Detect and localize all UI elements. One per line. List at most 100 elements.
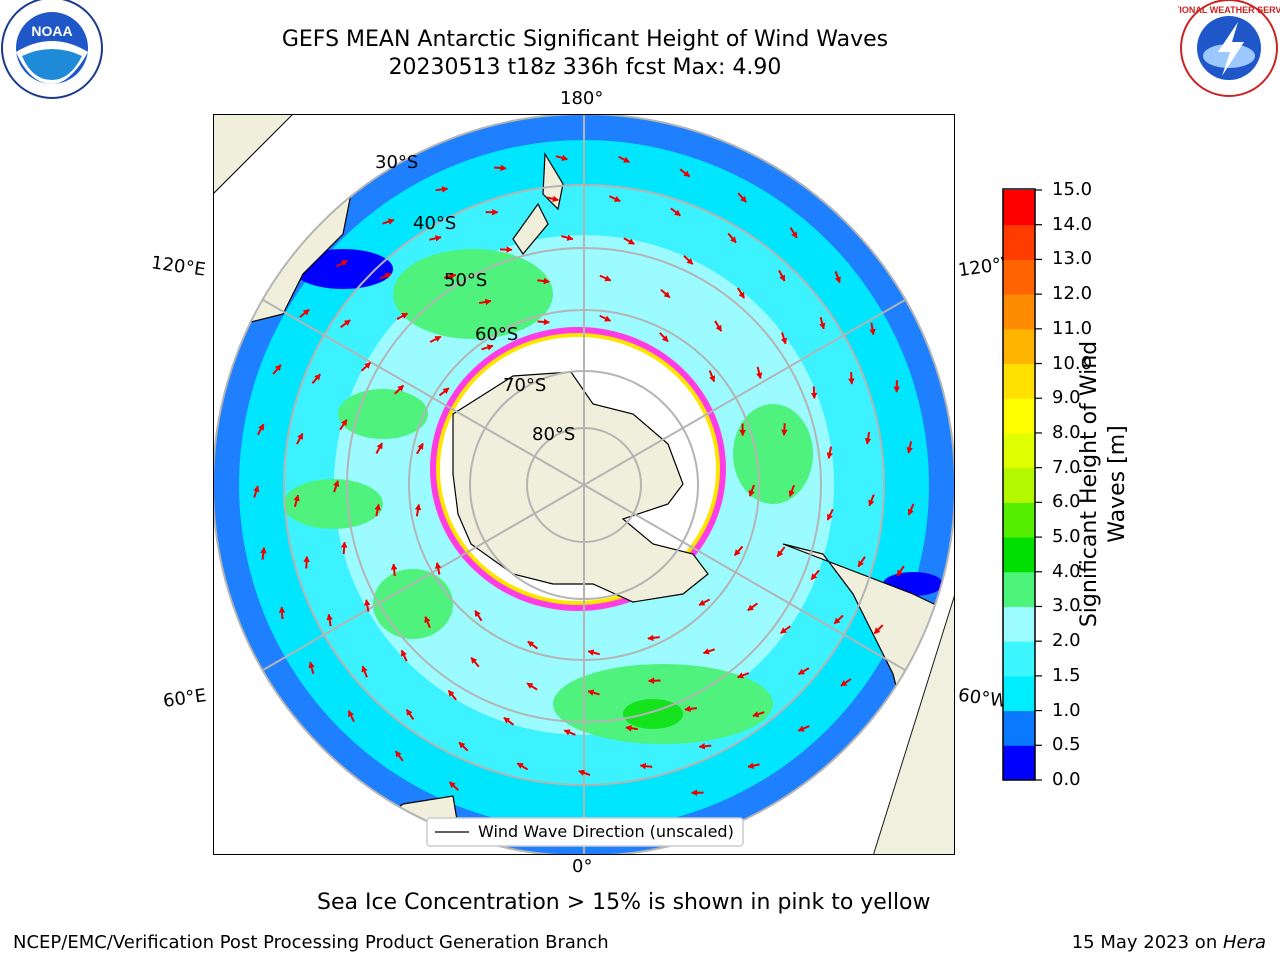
wave-arrow-head xyxy=(833,617,841,625)
colorbar-segment xyxy=(1003,294,1035,330)
wave-arrow-head xyxy=(278,606,286,613)
colorbar-segment xyxy=(1003,745,1035,781)
wave-arrow-head xyxy=(625,725,632,732)
svg-text:NATIONAL WEATHER SERVICE: NATIONAL WEATHER SERVICE xyxy=(1178,5,1280,15)
map-subtitle: 20230513 t18z 336h fcst Max: 4.90 xyxy=(388,55,782,80)
wave-arrow-head xyxy=(526,682,534,689)
wind-wave-arrows xyxy=(253,154,915,797)
wave-arrow-head xyxy=(734,549,741,556)
lat-label-40s: 40°S xyxy=(413,213,457,234)
colorbar-tick-label: 5.0 xyxy=(1052,526,1081,548)
wave-arrow-head xyxy=(486,344,494,351)
wave-arrow-head xyxy=(709,375,716,383)
wave-arrow-head xyxy=(810,573,818,581)
svg-text:NOAA: NOAA xyxy=(31,23,72,39)
colorbar-tick-label: 10.0 xyxy=(1052,352,1093,374)
wave-arrow-head xyxy=(395,750,402,758)
wave-arrow-head xyxy=(326,613,333,621)
wave-arrow-head xyxy=(340,419,347,427)
wave-arrow-head xyxy=(397,385,404,392)
wave-arrow-head xyxy=(492,208,499,216)
wave-arrow-head xyxy=(302,309,310,316)
footer-org: NCEP/EMC/Verification Post Processing Pr… xyxy=(13,932,609,953)
colorbar-tick-label: 4.0 xyxy=(1052,560,1081,582)
colorbar-segment xyxy=(1003,537,1035,573)
colorbar-tick-label: 13.0 xyxy=(1052,248,1093,270)
wave-arrow-head xyxy=(434,235,442,242)
colorbar-segment xyxy=(1003,328,1035,365)
colorbar-tick-label: 0.0 xyxy=(1052,769,1081,790)
wave-arrow-head xyxy=(587,649,595,656)
wave-arrow-head xyxy=(686,257,694,265)
wave-arrow-head xyxy=(364,362,371,369)
colorbar-segment xyxy=(1003,571,1035,607)
colorbar-segment xyxy=(1003,606,1035,642)
wave-arrow-head xyxy=(613,195,621,202)
wave-arrow-head xyxy=(578,769,585,776)
lat-label-30s: 30°S xyxy=(375,152,419,173)
wave-arrow-head xyxy=(907,508,914,516)
wave-arrow-head xyxy=(448,690,455,697)
wave-arrow-head xyxy=(340,541,348,548)
wave-arrow-head xyxy=(364,599,371,606)
wave-arrow-head xyxy=(500,164,507,172)
colorbar xyxy=(1002,188,1042,781)
wave-arrow-head xyxy=(297,433,303,440)
colorbar-tick-label: 14.0 xyxy=(1052,213,1093,235)
wave-arrow-head xyxy=(484,298,492,306)
wave-arrow-head xyxy=(864,437,872,445)
lat-label-50s: 50°S xyxy=(444,270,488,291)
map-legend xyxy=(426,817,744,847)
lon-label-180: 180° xyxy=(560,88,604,109)
wave-arrow-head xyxy=(788,490,795,497)
wave-arrow-head xyxy=(390,563,398,570)
wave-arrow-head xyxy=(647,634,654,642)
wave-arrow-head xyxy=(739,430,746,437)
wave-arrow-head xyxy=(826,452,834,459)
wave-arrow-head xyxy=(543,318,550,326)
wave-arrow-head xyxy=(387,218,395,225)
wave-arrow-head xyxy=(260,547,267,554)
colorbar-label: Significant Height of Wind Waves [m] xyxy=(1077,340,1130,628)
wave-arrow-head xyxy=(797,725,805,732)
lat-label-80s: 80°S xyxy=(532,424,576,445)
wave-arrow-head xyxy=(258,423,264,431)
colorbar-segment xyxy=(1003,675,1035,712)
wave-arrow-head xyxy=(274,364,282,372)
wave-arrow-head xyxy=(673,209,681,216)
wave-arrow-head xyxy=(729,236,737,244)
wave-arrow-head xyxy=(752,711,760,718)
wave-arrow-head xyxy=(348,710,355,718)
wave-arrow-head xyxy=(702,648,710,655)
wave-arrow-head xyxy=(893,386,901,393)
wave-arrow-head xyxy=(798,668,806,675)
wave-arrow-head xyxy=(414,503,422,511)
wave-arrow-head xyxy=(740,195,747,203)
wave-arrow-head xyxy=(840,679,848,687)
colorbar-tick-label: 1.5 xyxy=(1052,664,1081,686)
wave-arrow-head xyxy=(627,238,635,245)
wave-arrow-head xyxy=(747,604,755,611)
wave-arrow-head xyxy=(474,610,481,618)
colorbar-tick-label: 11.0 xyxy=(1052,317,1093,339)
colorbar-tick-label: 6.0 xyxy=(1052,491,1081,513)
polar-map xyxy=(213,114,955,855)
wave-arrow-head xyxy=(343,319,351,327)
wave-arrow-head xyxy=(516,762,524,769)
wave-arrow-head xyxy=(780,627,787,634)
colorbar-segment xyxy=(1003,641,1035,677)
colorbar-segment xyxy=(1003,398,1035,434)
wave-arrow-head xyxy=(698,599,706,606)
wave-arrow-head xyxy=(661,335,669,342)
wave-arrow-head xyxy=(400,649,407,657)
graticule xyxy=(213,114,955,855)
colorbar-tick-label: 7.0 xyxy=(1052,456,1081,478)
wave-arrow-head xyxy=(527,641,535,648)
wave-arrow-head xyxy=(253,485,260,493)
colorbar-segment xyxy=(1003,710,1035,746)
wave-arrow-head xyxy=(340,260,348,267)
wave-arrow-head xyxy=(691,789,698,797)
wave-arrow-head xyxy=(848,378,855,385)
wave-arrow-head xyxy=(868,499,875,507)
wave-arrow-head xyxy=(401,313,409,319)
